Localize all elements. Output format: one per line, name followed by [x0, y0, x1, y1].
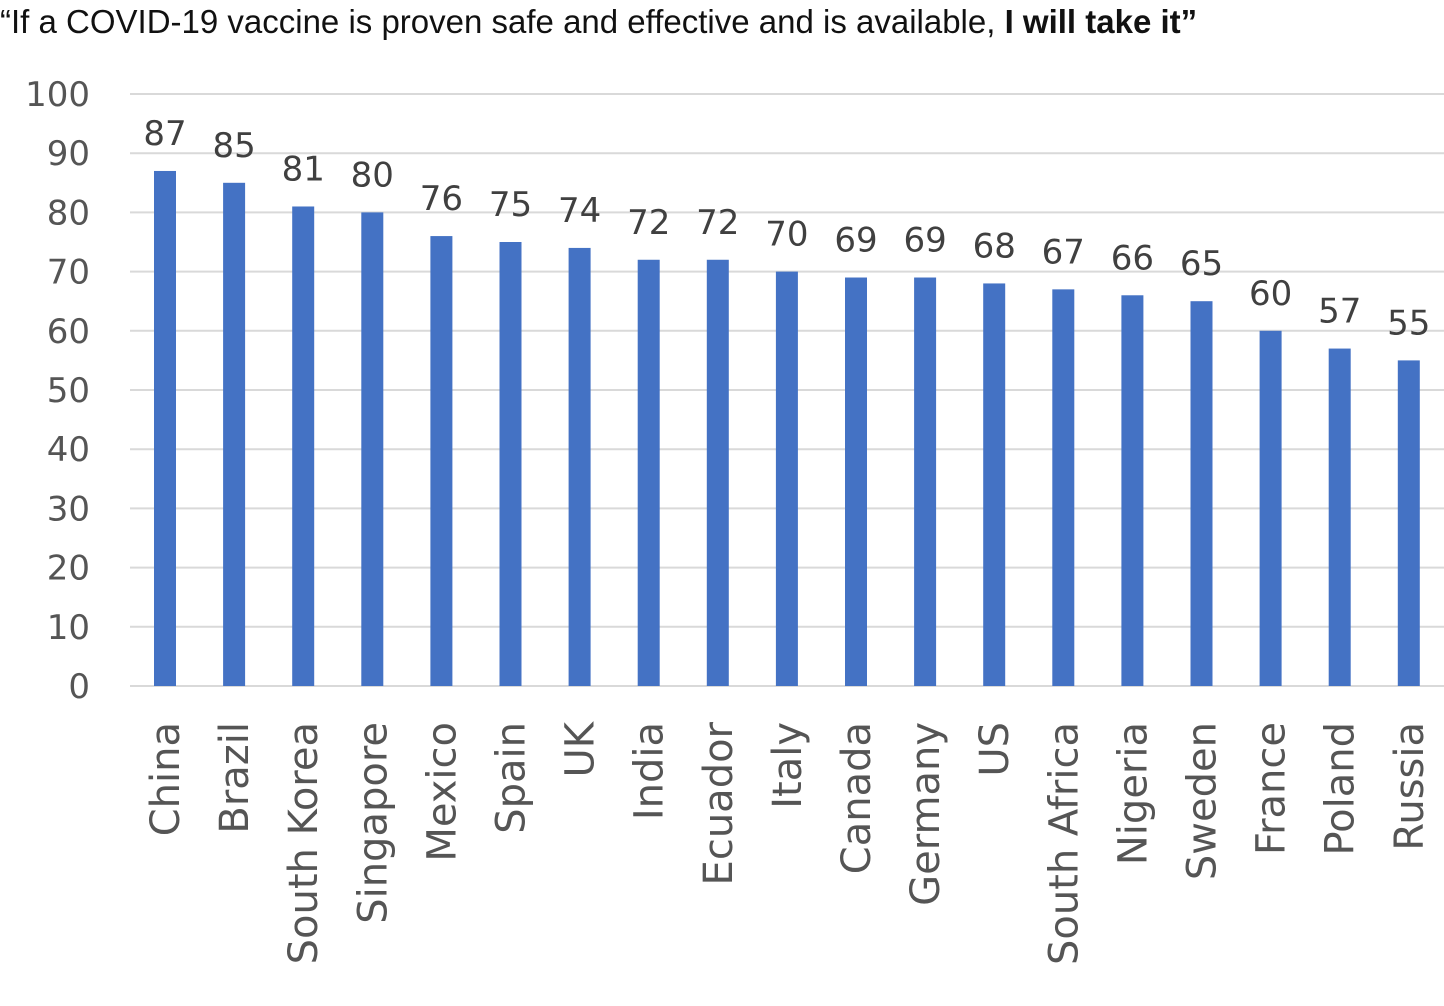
data-label: 75: [489, 185, 532, 225]
bar: [430, 236, 453, 686]
x-tick-label: France: [1249, 722, 1295, 855]
y-tick-label: 90: [47, 134, 90, 174]
x-tick-label: Poland: [1318, 722, 1364, 856]
data-label: 68: [973, 226, 1016, 266]
bar: [1052, 289, 1075, 686]
data-label: 57: [1318, 292, 1361, 332]
x-tick-label: US: [972, 722, 1018, 777]
bar: [361, 212, 384, 686]
x-tick-label: South Africa: [1041, 722, 1087, 965]
data-label: 67: [1042, 232, 1085, 272]
chart-title: “If a COVID-19 vaccine is proven safe an…: [0, 0, 1444, 44]
x-tick-label: South Korea: [281, 722, 327, 964]
y-axis: 0 10 20 30 40 50 60 70 80 90 100: [25, 75, 90, 707]
bar: [292, 206, 315, 687]
bar: [154, 170, 176, 686]
y-tick-label: 60: [47, 312, 90, 352]
x-tick-label: Brazil: [212, 722, 258, 834]
x-tick-label: Germany: [903, 722, 949, 906]
y-tick-label: 50: [47, 371, 90, 411]
bar: [1328, 348, 1351, 686]
bar: [1121, 295, 1144, 686]
bar: [637, 259, 660, 686]
data-label: 69: [834, 221, 877, 261]
x-tick-label: UK: [558, 720, 604, 777]
x-tick-label: Singapore: [350, 722, 396, 924]
bar: [845, 277, 867, 686]
data-label: 70: [765, 215, 808, 255]
data-label: 81: [282, 149, 325, 189]
bar: [568, 247, 591, 687]
data-label: 80: [351, 155, 394, 195]
bars: [154, 170, 1420, 687]
data-label: 72: [627, 203, 670, 243]
y-tick-label: 30: [47, 489, 90, 529]
x-tick-label: Sweden: [1180, 722, 1226, 880]
y-tick-label: 0: [68, 667, 90, 707]
bar: [775, 271, 798, 686]
y-tick-label: 20: [47, 549, 90, 589]
x-tick-label: Russia: [1387, 722, 1433, 851]
data-label: 66: [1111, 238, 1154, 278]
data-label: 72: [696, 203, 739, 243]
bar: [499, 242, 522, 686]
x-tick-label: China: [143, 722, 189, 836]
data-labels: 87 85 81 80 76 75 74 72 72 70 69 69 68 67 66 65 60 57 55: [143, 114, 1430, 343]
y-tick-label: 40: [47, 430, 90, 470]
x-tick-label: India: [627, 722, 673, 820]
chart-title-prefix: “If a COVID-19 vaccine is proven safe an…: [0, 3, 1005, 40]
data-label: 87: [143, 114, 186, 154]
data-label: 74: [558, 191, 601, 231]
bar: [1190, 301, 1213, 686]
data-label: 55: [1387, 303, 1430, 343]
x-tick-label: Spain: [489, 722, 535, 834]
data-label: 76: [420, 179, 463, 219]
bar: [914, 277, 937, 686]
x-tick-label: Ecuador: [696, 721, 742, 885]
y-tick-label: 70: [47, 253, 90, 293]
y-tick-label: 80: [47, 193, 90, 233]
data-label: 69: [903, 221, 946, 261]
x-axis: China Brazil South Korea Singapore Mexico Spa…: [143, 720, 1433, 965]
bar: [223, 182, 246, 687]
bar: [1397, 360, 1420, 686]
x-tick-label: Mexico: [419, 722, 465, 862]
data-label: 65: [1180, 244, 1223, 284]
chart-title-emphasis: I will take it”: [1004, 3, 1198, 40]
bar: [1259, 330, 1282, 686]
x-tick-label: Canada: [834, 722, 880, 874]
y-tick-label: 10: [47, 608, 90, 648]
x-tick-label: Nigeria: [1110, 722, 1156, 865]
x-tick-label: Italy: [765, 722, 811, 809]
bar: [983, 283, 1006, 686]
bar: [706, 259, 729, 686]
data-label: 85: [212, 126, 255, 166]
data-label: 60: [1249, 274, 1292, 314]
y-tick-label: 100: [25, 75, 90, 115]
